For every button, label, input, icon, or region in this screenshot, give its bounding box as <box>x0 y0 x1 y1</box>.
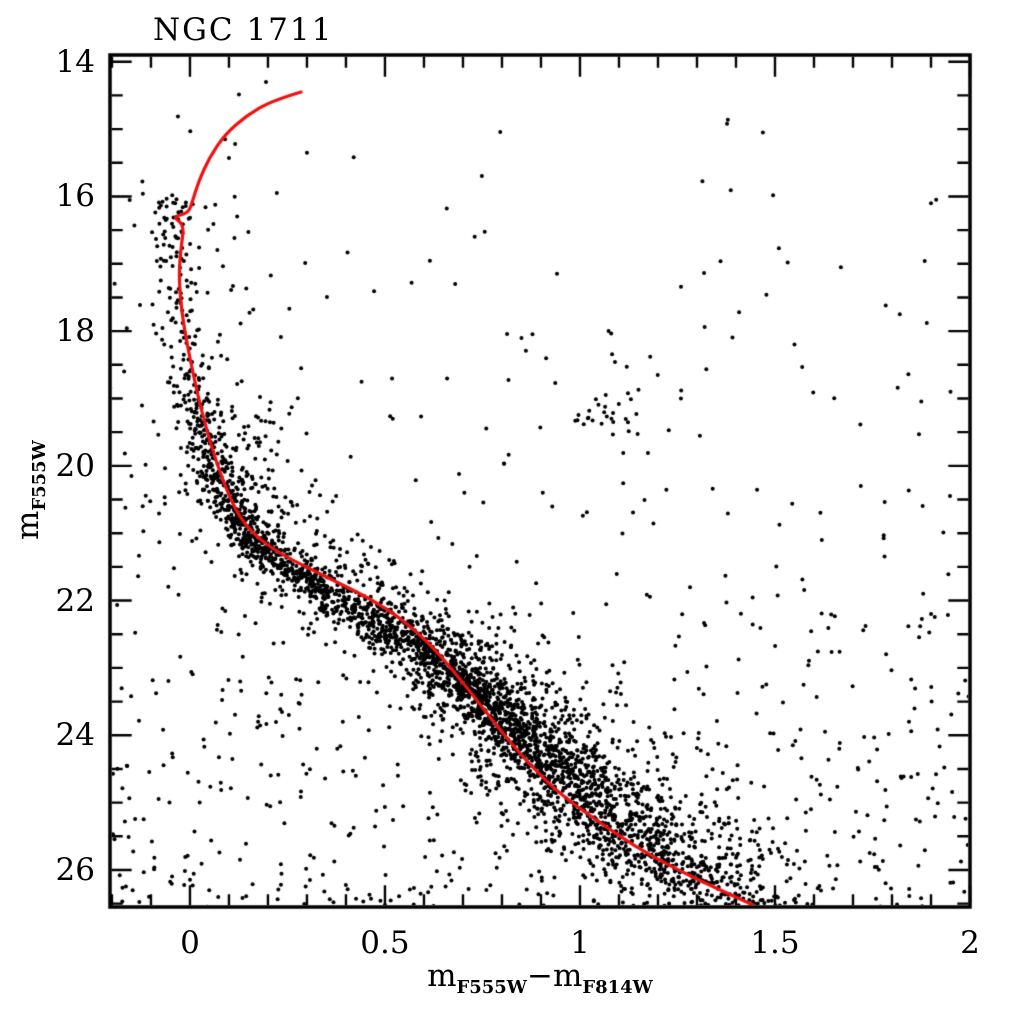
x-tick-label: 2 <box>960 925 980 961</box>
x-tick-label: 1 <box>570 925 590 961</box>
chart-title: NGC 1711 <box>153 12 334 48</box>
x-tick-label: 1.5 <box>750 925 800 961</box>
y-axis-label-m: m <box>9 510 46 541</box>
y-axis-label: mF555W <box>10 425 50 555</box>
x-axis-label-sub2: F814W <box>582 977 653 999</box>
x-axis-label: mF555W−mF814W <box>0 958 1024 998</box>
y-tick-label: 18 <box>55 313 95 350</box>
x-axis-label-m2: m <box>552 958 583 994</box>
x-axis-label-m1: m <box>427 958 457 994</box>
y-tick-label: 14 <box>55 43 95 80</box>
x-axis-label-sub1: F555W <box>456 977 527 999</box>
y-tick-label: 26 <box>55 851 95 888</box>
y-tick-label: 16 <box>55 178 95 215</box>
minus-sign: − <box>527 958 553 994</box>
y-tick-label: 20 <box>55 447 95 484</box>
y-tick-label: 24 <box>55 717 95 754</box>
y-tick-label: 22 <box>55 582 95 619</box>
x-tick-label: 0 <box>180 925 200 961</box>
x-tick-label: 0.5 <box>360 925 410 961</box>
